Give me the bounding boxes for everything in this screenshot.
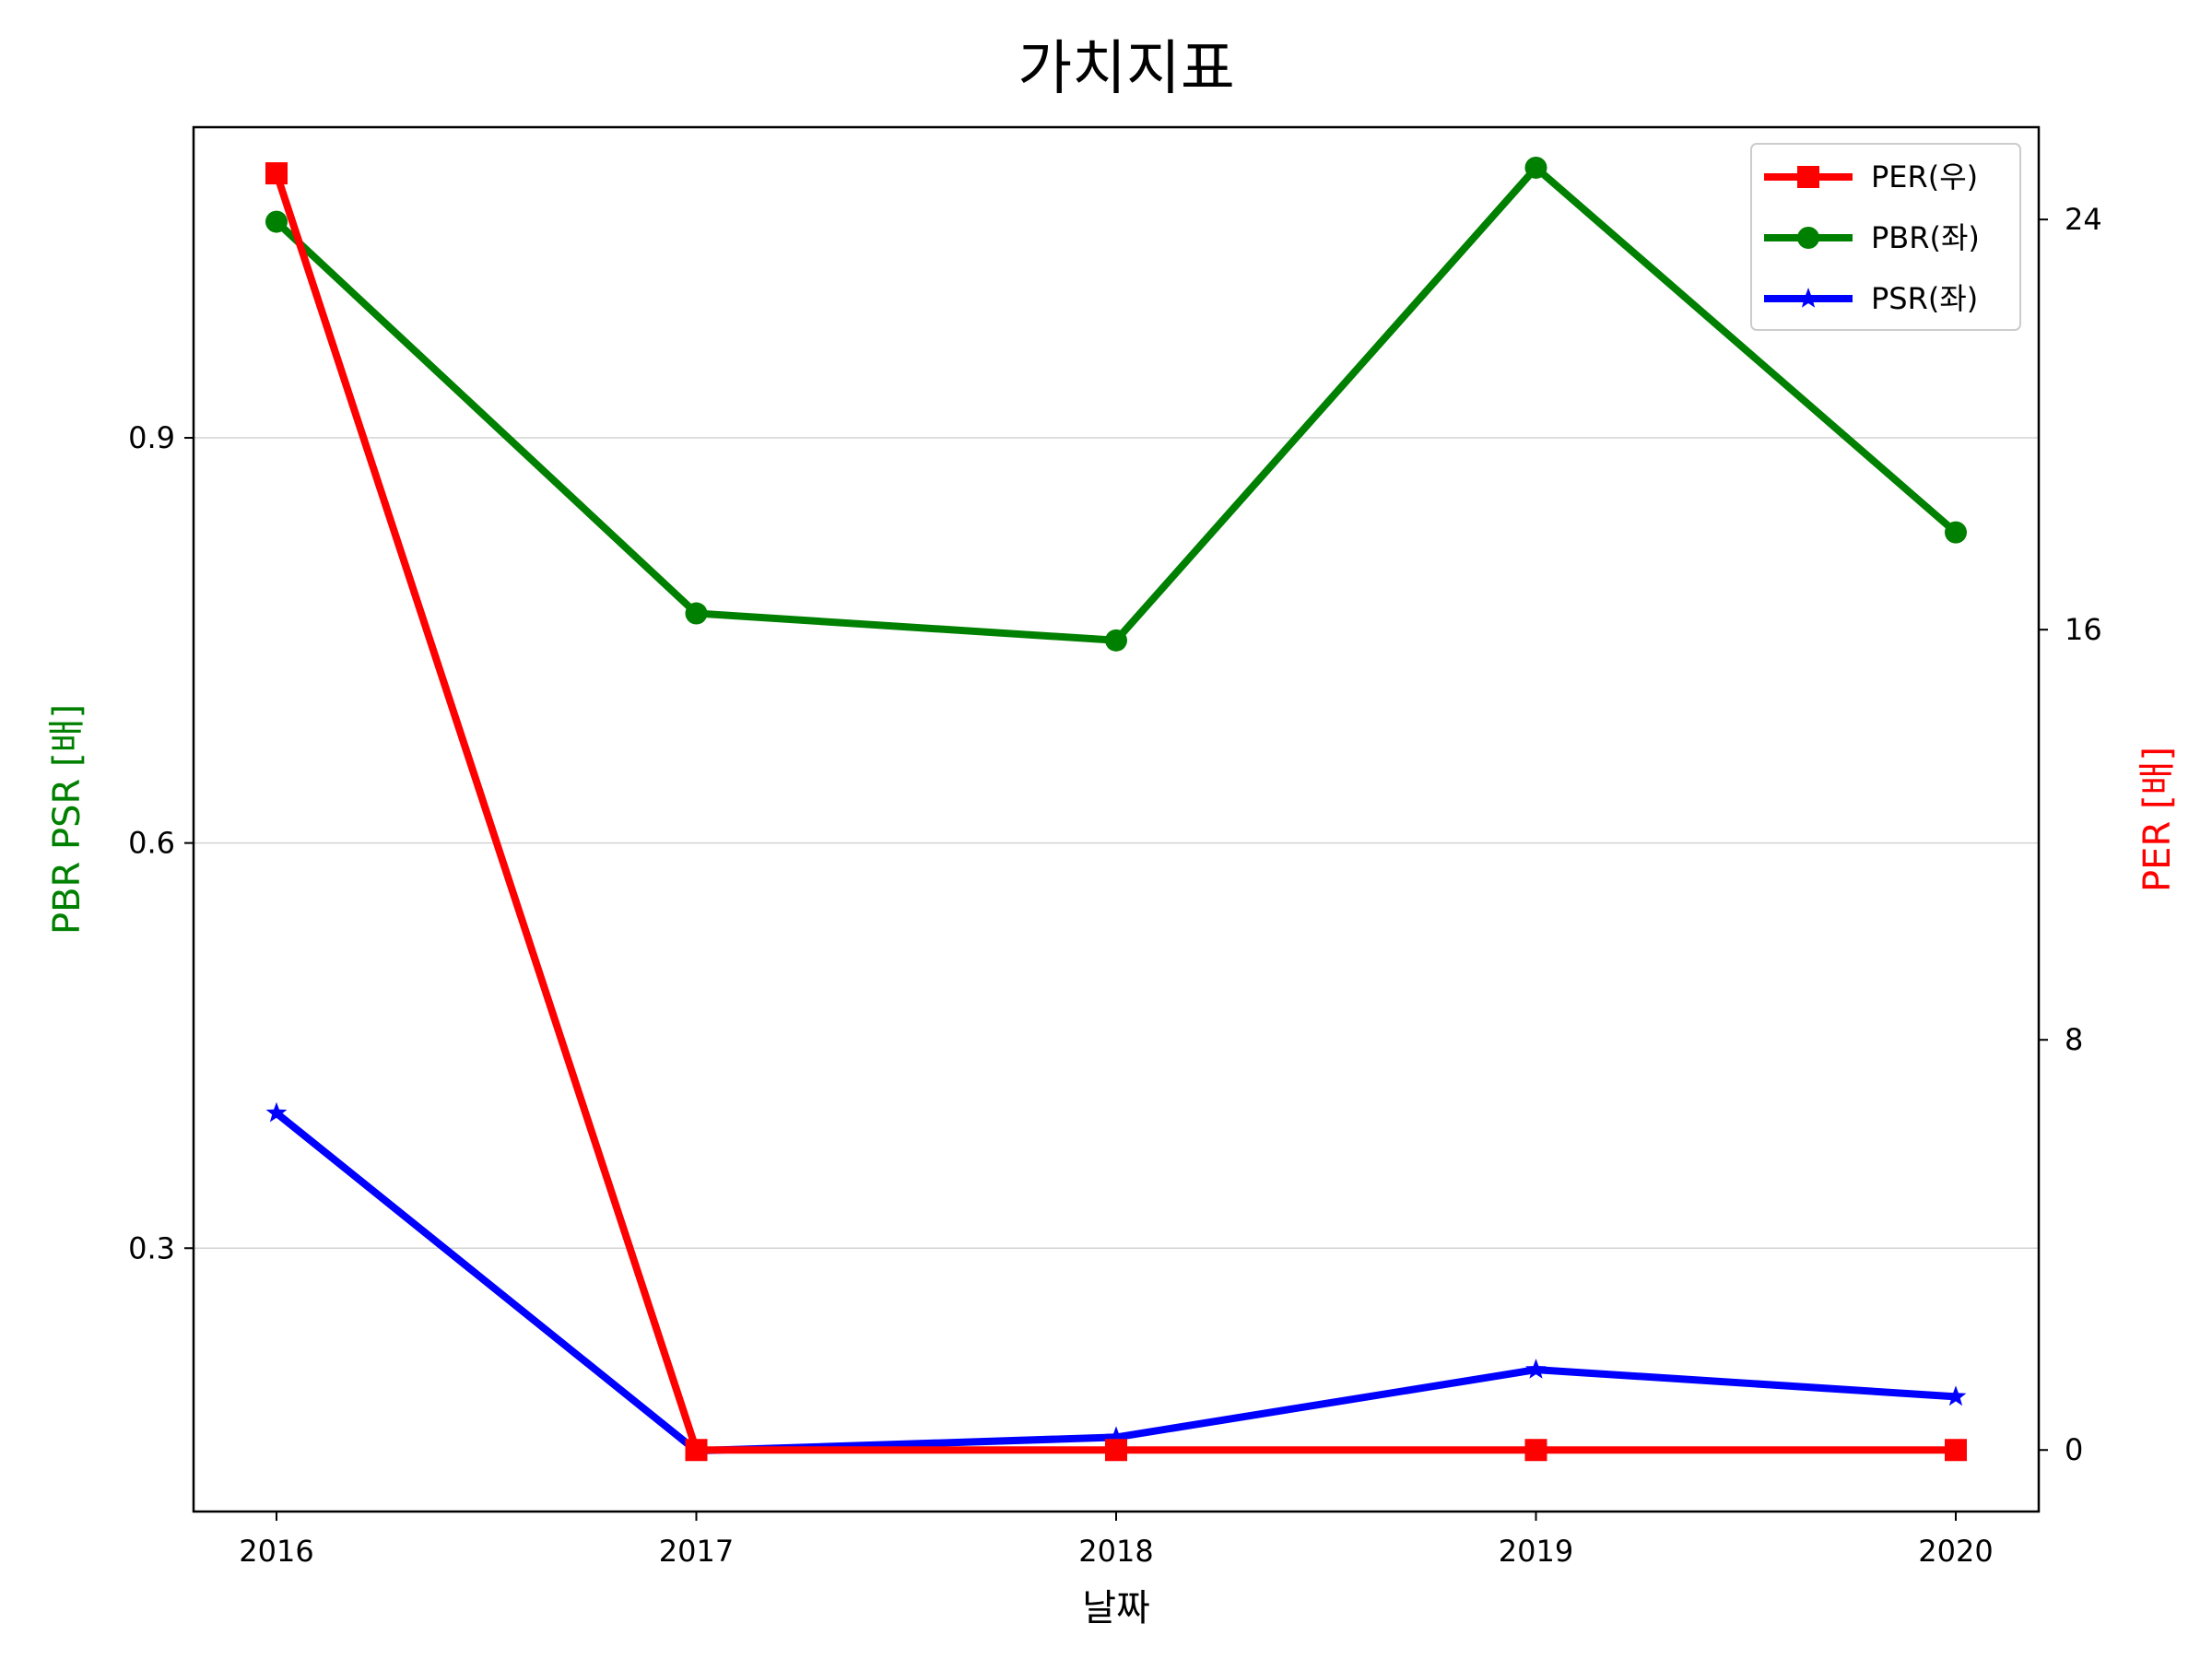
y-left-tick-label: 0.9 <box>128 420 175 455</box>
legend: PER(우) PBR(좌) PSR(좌) <box>1750 143 2021 331</box>
data-point-psr <box>1105 1426 1127 1447</box>
y-right-tick-label: 24 <box>2065 202 2102 237</box>
legend-marker-psr <box>1797 288 1819 308</box>
y-right-tick-label: 16 <box>2065 612 2102 647</box>
data-point-pbr <box>1524 156 1547 179</box>
data-point-psr <box>1945 1385 1967 1406</box>
y-axis-right-label: PER [배] <box>2136 747 2179 892</box>
data-point-pbr <box>1945 521 1967 544</box>
y-left-tick-label: 0.3 <box>128 1230 175 1265</box>
legend-item-pbr: PBR(좌) <box>1764 220 1980 255</box>
legend-marker-per <box>1797 166 1819 188</box>
data-point-psr <box>265 1101 288 1123</box>
legend-label-pbr: PBR(좌) <box>1871 220 1980 255</box>
x-axis: 2016 2017 2018 2019 2020 <box>239 1512 1994 1569</box>
grid-lines <box>194 437 2039 1250</box>
legend-item-psr: PSR(좌) <box>1764 281 1978 316</box>
data-point-pbr <box>685 602 708 625</box>
data-point-per <box>265 162 288 185</box>
legend-item-per: PER(우) <box>1764 159 1978 194</box>
y-axis-left: 0.3 0.6 0.9 <box>128 420 194 1265</box>
data-point-pbr <box>265 210 288 233</box>
x-tick-label: 2017 <box>659 1534 734 1569</box>
series-pbr <box>265 156 1967 652</box>
legend-label-per: PER(우) <box>1871 159 1978 194</box>
y-right-tick-label: 8 <box>2065 1022 2083 1057</box>
series-layer <box>265 156 1967 1462</box>
x-axis-label: 날짜 <box>1082 1587 1150 1630</box>
x-tick-label: 2016 <box>239 1534 313 1569</box>
legend-marker-pbr <box>1797 227 1819 249</box>
data-point-per <box>1945 1439 1967 1462</box>
data-point-per <box>1105 1439 1127 1462</box>
x-tick-label: 2019 <box>1499 1534 1573 1569</box>
series-per <box>265 162 1967 1462</box>
y-axis-left-label: PBR PSR [배] <box>46 704 88 935</box>
data-point-psr <box>1525 1359 1547 1379</box>
data-point-pbr <box>1105 629 1127 652</box>
y-axis-right: 0 8 16 24 <box>2039 202 2102 1467</box>
data-point-per <box>1524 1439 1547 1462</box>
x-tick-label: 2020 <box>1918 1534 1993 1569</box>
y-left-tick-label: 0.6 <box>128 826 175 861</box>
x-tick-label: 2018 <box>1078 1534 1153 1569</box>
data-point-per <box>685 1439 708 1462</box>
legend-label-psr: PSR(좌) <box>1871 281 1978 316</box>
y-right-tick-label: 0 <box>2065 1432 2083 1467</box>
legend-box <box>1750 143 2021 331</box>
chart-title: 가치지표 <box>1018 35 1235 103</box>
